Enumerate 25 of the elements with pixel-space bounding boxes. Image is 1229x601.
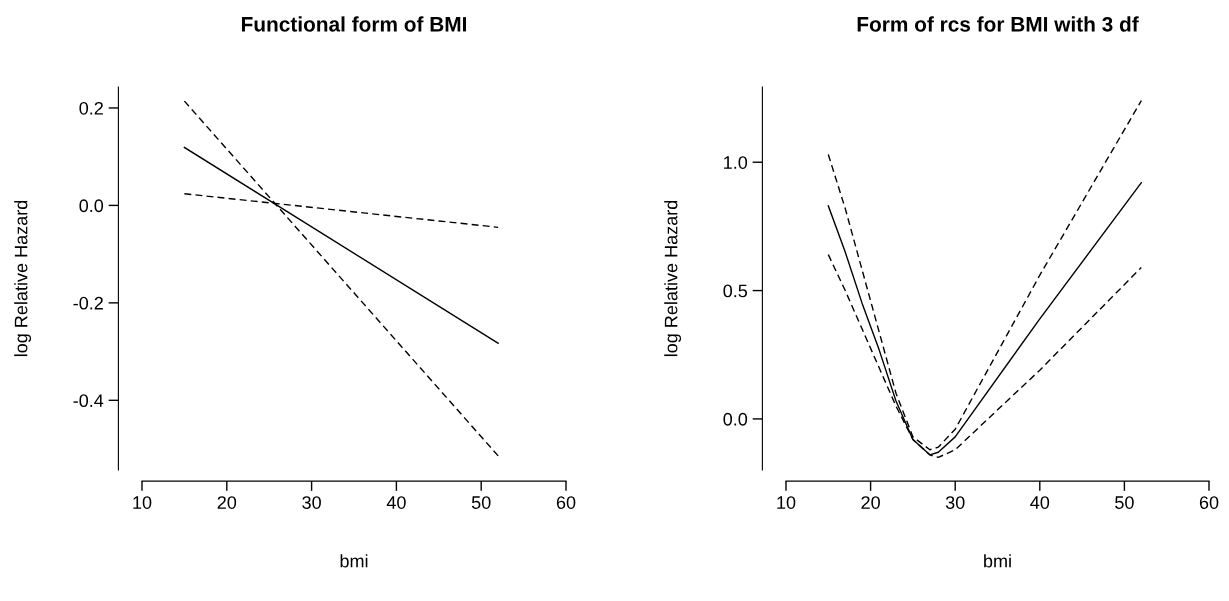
y-tick-label: -0.4: [73, 394, 104, 408]
x-tick-label: 10: [777, 496, 796, 509]
y-tick-label: 0.0: [723, 412, 748, 426]
chart-title: Form of rcs for BMI with 3 df: [857, 16, 1139, 32]
x-tick-label: 10: [133, 496, 152, 509]
x-tick-label: 40: [1030, 496, 1050, 509]
x-tick-label: 40: [386, 496, 406, 509]
x-tick-label: 50: [1115, 496, 1134, 509]
x-tick-label: 20: [861, 496, 880, 509]
x-axis-title: bmi: [984, 554, 1011, 568]
x-tick-label: 60: [1199, 496, 1219, 509]
y-axis-title: log Relative Hazard: [14, 200, 32, 357]
y-tick-label: 0.2: [79, 101, 103, 115]
x-tick-label: 60: [556, 496, 576, 509]
x-tick-label: 50: [471, 496, 491, 509]
y-tick-label: 0.5: [723, 284, 748, 298]
x-tick-label: 30: [945, 496, 965, 509]
y-axis-title: log Relative Hazard: [664, 200, 682, 357]
x-axis-title: bmi: [340, 554, 368, 568]
y-tick-label: -0.2: [73, 296, 103, 310]
chart-title: Functional form of BMI: [241, 16, 467, 32]
y-tick-label: 1.0: [724, 156, 748, 169]
x-tick-label: 30: [302, 496, 321, 509]
x-tick-label: 20: [217, 496, 237, 509]
y-tick-label: 0.0: [79, 199, 104, 213]
